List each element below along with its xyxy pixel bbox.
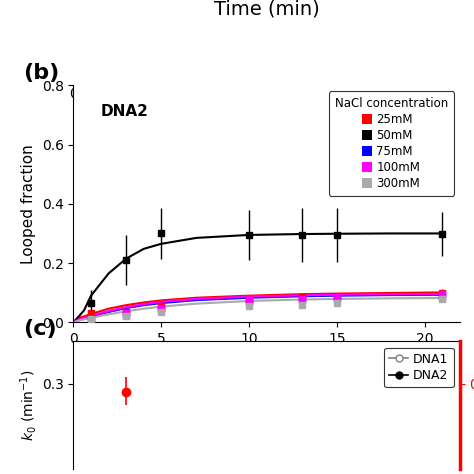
Text: (c): (c)	[23, 319, 57, 339]
Y-axis label: $k_0\ (\mathrm{min}^{-1})$: $k_0\ (\mathrm{min}^{-1})$	[18, 369, 39, 441]
Legend: DNA1, DNA2: DNA1, DNA2	[384, 347, 454, 387]
X-axis label: Time (min): Time (min)	[214, 352, 319, 371]
Text: (b): (b)	[23, 63, 60, 83]
Legend: 25mM, 50mM, 75mM, 100mM, 300mM: 25mM, 50mM, 75mM, 100mM, 300mM	[329, 91, 454, 196]
Y-axis label: Looped fraction: Looped fraction	[21, 144, 36, 264]
X-axis label: Time (min): Time (min)	[214, 0, 319, 18]
Text: DNA2: DNA2	[100, 104, 148, 119]
